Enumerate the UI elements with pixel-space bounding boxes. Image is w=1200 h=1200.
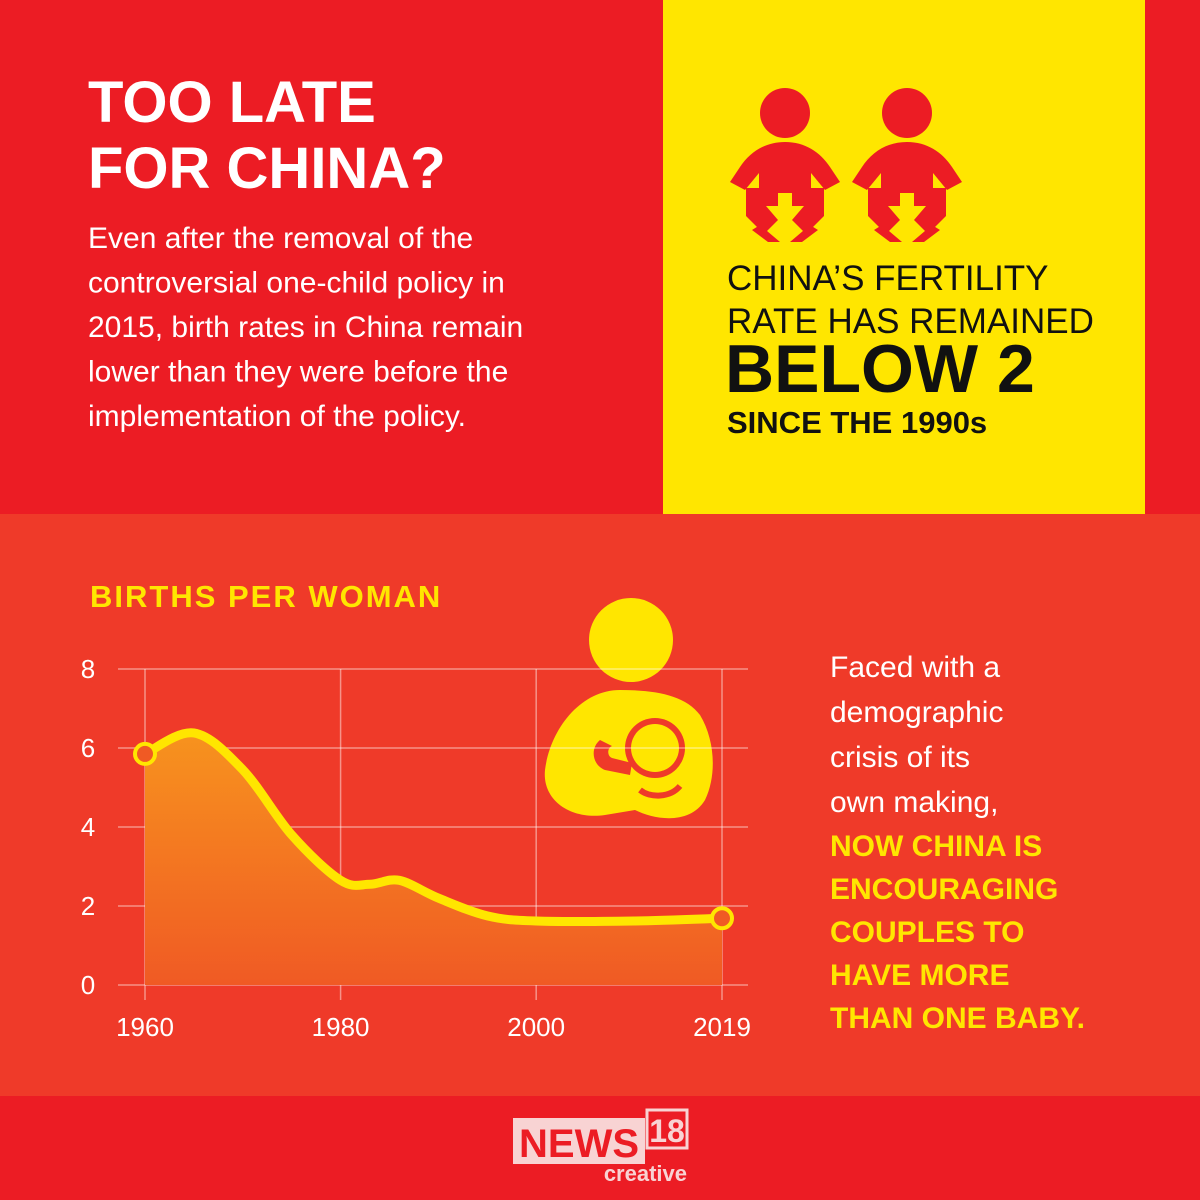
- body-line: 2015, birth rates in China remain: [88, 311, 523, 344]
- x-tick-label: 2000: [507, 1012, 565, 1042]
- endpoint-marker: [133, 741, 157, 766]
- y-tick-label: 6: [81, 733, 95, 763]
- side-note-emphasis: HAVE MORE: [830, 959, 1009, 992]
- chart-title: BIRTHS PER WOMAN: [90, 579, 442, 614]
- side-note-line: own making,: [830, 786, 998, 819]
- x-tick-label: 2019: [693, 1012, 751, 1042]
- side-note-emphasis: THAN ONE BABY.: [830, 1002, 1085, 1035]
- body-line: controversial one-child policy in: [88, 267, 505, 300]
- title-line: FOR CHINA?: [88, 136, 446, 201]
- mother-icon: [544, 598, 713, 819]
- logo-brand: NEWS: [519, 1122, 639, 1166]
- side-note-line: crisis of its: [830, 741, 970, 774]
- callout-highlight: BELOW 2: [725, 331, 1035, 407]
- logo-number-box: [645, 1108, 689, 1150]
- body-line: lower than they were before the: [88, 356, 508, 389]
- logo-tagline: creative: [604, 1161, 687, 1186]
- callout-panel: [663, 0, 1145, 514]
- x-tick-label: 1980: [312, 1012, 370, 1042]
- endpoint-marker: [710, 906, 734, 931]
- baby-icon: [730, 88, 840, 242]
- side-note-emphasis: COUPLES TO: [830, 916, 1024, 949]
- x-tick-label: 1960: [116, 1012, 174, 1042]
- callout-footnote: SINCE THE 1990s: [727, 405, 987, 440]
- baby-icons: [730, 88, 962, 242]
- logo-number: 18: [649, 1113, 685, 1149]
- side-note-line: demographic: [830, 696, 1003, 729]
- side-note-line: Faced with a: [830, 651, 1000, 684]
- callout-line: CHINA’S FERTILITY: [727, 259, 1049, 298]
- title-line: TOO LATE: [88, 70, 376, 135]
- y-tick-label: 8: [81, 654, 95, 684]
- y-tick-label: 2: [81, 891, 95, 921]
- body-line: Even after the removal of the: [88, 222, 473, 255]
- baby-icon: [852, 88, 962, 242]
- y-tick-label: 4: [81, 812, 95, 842]
- side-note-emphasis: ENCOURAGING: [830, 873, 1058, 906]
- side-note-emphasis: NOW CHINA IS: [830, 830, 1042, 863]
- callout-line: RATE HAS REMAINED: [727, 302, 1094, 341]
- logo-box: [513, 1118, 645, 1164]
- line: [140, 728, 727, 927]
- body-line: implementation of the policy.: [88, 400, 466, 433]
- y-tick-label: 0: [81, 970, 95, 1000]
